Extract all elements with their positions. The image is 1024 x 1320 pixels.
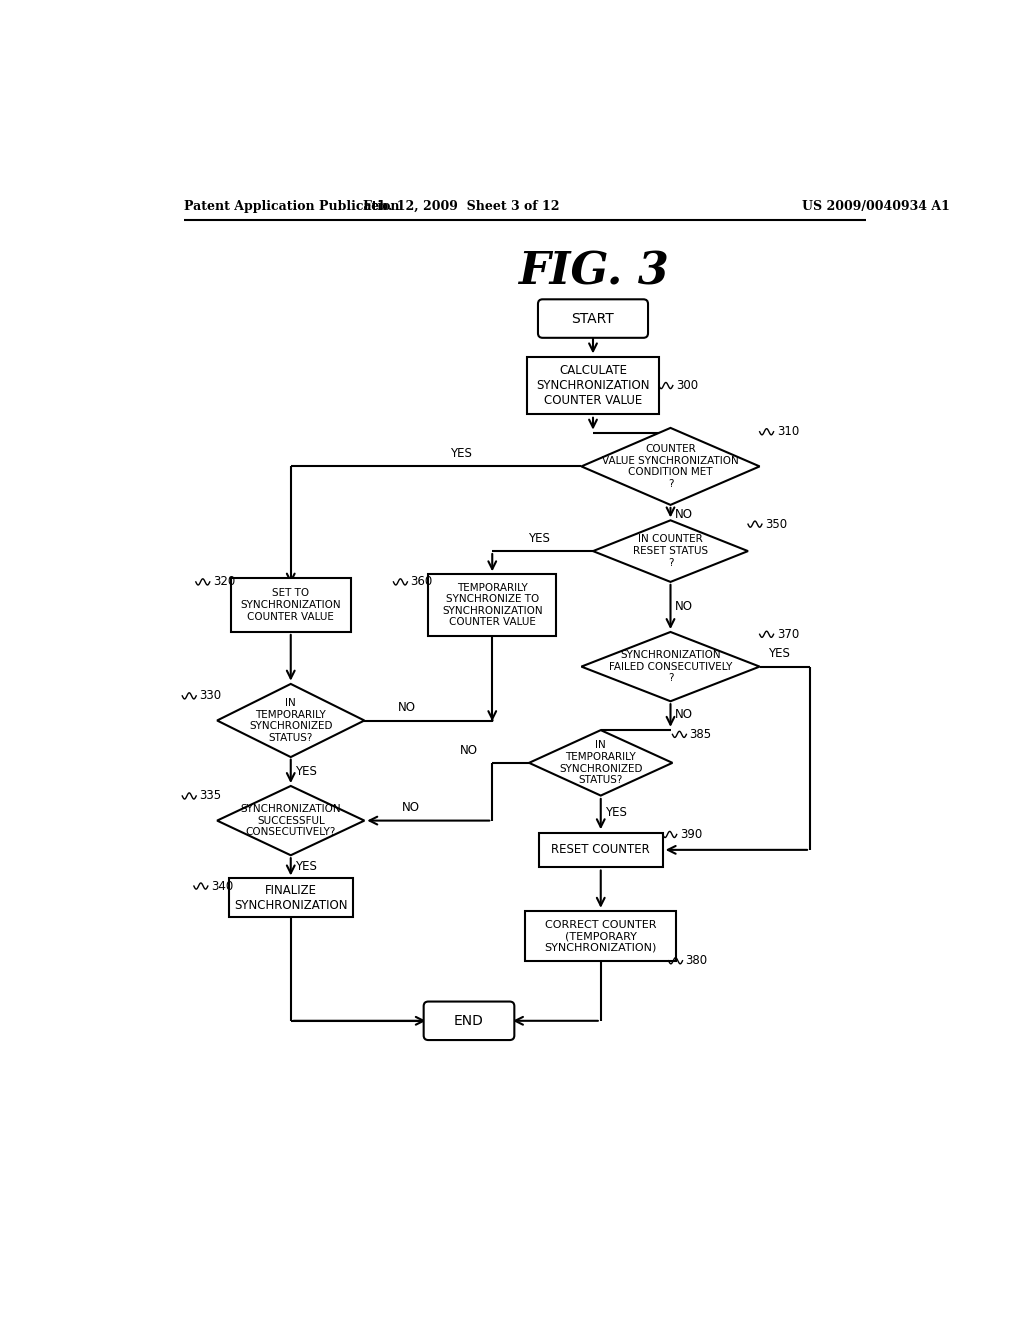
Text: 370: 370	[776, 628, 799, 640]
Text: 320: 320	[213, 576, 236, 589]
Text: 330: 330	[200, 689, 221, 702]
Text: CORRECT COUNTER
(TEMPORARY
SYNCHRONIZATION): CORRECT COUNTER (TEMPORARY SYNCHRONIZATI…	[545, 920, 657, 953]
Text: YES: YES	[527, 532, 550, 545]
Bar	[228, 878, 352, 917]
Text: NO: NO	[401, 801, 420, 814]
Text: FIG. 3: FIG. 3	[517, 251, 669, 294]
Polygon shape	[217, 785, 365, 855]
Text: SET TO
SYNCHRONIZATION
COUNTER VALUE: SET TO SYNCHRONIZATION COUNTER VALUE	[241, 589, 341, 622]
Text: NO: NO	[675, 601, 693, 612]
Text: SYNCHRONIZATION
SUCCESSFUL
CONSECUTIVELY?: SYNCHRONIZATION SUCCESSFUL CONSECUTIVELY…	[241, 804, 341, 837]
Bar	[527, 356, 658, 414]
Text: Feb. 12, 2009  Sheet 3 of 12: Feb. 12, 2009 Sheet 3 of 12	[362, 199, 559, 213]
Text: Patent Application Publication: Patent Application Publication	[183, 199, 399, 213]
Polygon shape	[593, 520, 748, 582]
Bar	[525, 911, 676, 961]
Text: 340: 340	[211, 879, 233, 892]
Text: YES: YES	[295, 861, 317, 874]
Text: NO: NO	[398, 701, 416, 714]
Text: 380: 380	[686, 954, 708, 968]
Text: IN
TEMPORARILY
SYNCHRONIZED
STATUS?: IN TEMPORARILY SYNCHRONIZED STATUS?	[559, 741, 642, 785]
FancyBboxPatch shape	[424, 1002, 514, 1040]
Bar	[539, 833, 663, 867]
Polygon shape	[582, 632, 760, 701]
Text: 335: 335	[200, 789, 221, 803]
Text: YES: YES	[451, 447, 472, 461]
FancyBboxPatch shape	[538, 300, 648, 338]
Text: IN
TEMPORARILY
SYNCHRONIZED
STATUS?: IN TEMPORARILY SYNCHRONIZED STATUS?	[249, 698, 333, 743]
Text: COUNTER
VALUE SYNCHRONIZATION
CONDITION MET
?: COUNTER VALUE SYNCHRONIZATION CONDITION …	[602, 444, 739, 488]
Text: YES: YES	[295, 764, 317, 777]
Text: 390: 390	[680, 828, 702, 841]
Text: FINALIZE
SYNCHRONIZATION: FINALIZE SYNCHRONIZATION	[234, 883, 347, 912]
Polygon shape	[529, 730, 673, 796]
Text: CALCULATE
SYNCHRONIZATION
COUNTER VALUE: CALCULATE SYNCHRONIZATION COUNTER VALUE	[537, 364, 650, 407]
Text: US 2009/0040934 A1: US 2009/0040934 A1	[802, 199, 950, 213]
Text: 360: 360	[411, 576, 433, 589]
Polygon shape	[582, 428, 760, 506]
Text: YES: YES	[605, 807, 628, 820]
Text: SYNCHRONIZATION
FAILED CONSECUTIVELY
?: SYNCHRONIZATION FAILED CONSECUTIVELY ?	[609, 649, 732, 684]
Text: 350: 350	[765, 517, 787, 531]
Bar	[230, 578, 351, 632]
Polygon shape	[217, 684, 365, 758]
Text: START: START	[571, 312, 614, 326]
Text: RESET COUNTER: RESET COUNTER	[551, 843, 650, 857]
Text: 300: 300	[676, 379, 698, 392]
Text: NO: NO	[675, 708, 693, 721]
Text: END: END	[454, 1014, 484, 1028]
Text: 310: 310	[776, 425, 799, 438]
Bar	[428, 574, 556, 636]
Text: YES: YES	[768, 647, 790, 660]
Text: NO: NO	[675, 508, 693, 520]
Text: 385: 385	[689, 727, 712, 741]
Text: NO: NO	[460, 743, 478, 756]
Text: IN COUNTER
RESET STATUS
?: IN COUNTER RESET STATUS ?	[633, 535, 708, 568]
Text: TEMPORARILY
SYNCHRONIZE TO
SYNCHRONIZATION
COUNTER VALUE: TEMPORARILY SYNCHRONIZE TO SYNCHRONIZATI…	[442, 582, 543, 627]
